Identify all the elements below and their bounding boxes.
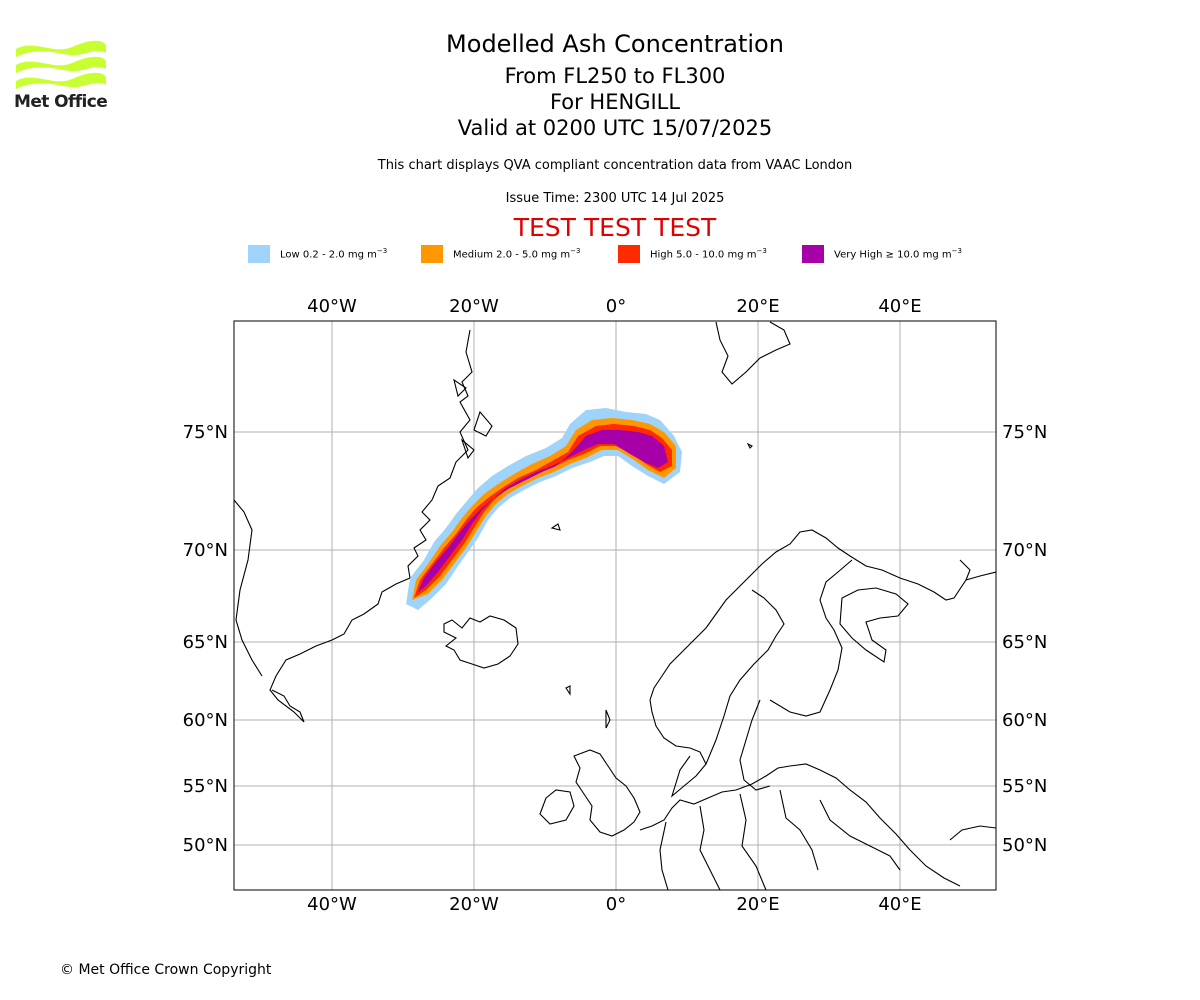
scandinavia-coast — [649, 529, 996, 701]
chart-title: Modelled Ash Concentration — [446, 30, 784, 58]
lat-tick-label: 50°N — [183, 835, 228, 856]
europe-coast — [639, 763, 961, 887]
logo-text: Met Office — [14, 92, 108, 112]
legend-item-low: Low 0.2 - 2.0 mg m−3 — [248, 244, 387, 264]
legend-swatch-low — [248, 245, 270, 263]
ash-plume — [406, 408, 682, 610]
greenland-coast — [269, 329, 473, 723]
britain-coast — [573, 749, 641, 837]
legend-label-low: Low 0.2 - 2.0 mg m−3 — [280, 247, 388, 261]
test-banner: TEST TEST TEST — [513, 213, 717, 242]
coastlines — [234, 321, 996, 890]
svalbard-coast — [715, 321, 791, 385]
ireland-coast — [539, 789, 575, 825]
issue-time: Issue Time: 2300 UTC 14 Jul 2025 — [505, 191, 725, 206]
valid-time: Valid at 0200 UTC 15/07/2025 — [457, 116, 773, 140]
legend-swatch-very-high — [802, 245, 824, 263]
copyright-notice: © Met Office Crown Copyright — [60, 962, 272, 978]
legend-item-medium: Medium 2.0 - 5.0 mg m−3 — [421, 244, 580, 264]
lon-tick-label: 0° — [606, 894, 626, 915]
lat-ticks-right: 75°N 70°N 65°N 60°N 55°N 50°N — [1002, 422, 1047, 856]
lat-tick-label: 55°N — [183, 776, 228, 797]
lon-tick-label: 20°W — [449, 894, 499, 915]
iceland-coast — [443, 615, 519, 669]
greenland-coast-west — [234, 499, 263, 677]
kola-peninsula — [839, 587, 909, 663]
lon-tick-label: 40°E — [878, 296, 921, 317]
lon-tick-label: 40°E — [878, 894, 921, 915]
lon-ticks-top: 40°W 20°W 0° 20°E 40°E — [307, 296, 921, 317]
legend-label-very-high: Very High ≥ 10.0 mg m−3 — [834, 247, 962, 261]
lat-ticks-left: 75°N 70°N 65°N 60°N 55°N 50°N — [183, 422, 228, 856]
lon-tick-label: 40°W — [307, 894, 357, 915]
legend-label-medium: Medium 2.0 - 5.0 mg m−3 — [453, 247, 581, 261]
lon-tick-label: 20°E — [736, 296, 779, 317]
lon-tick-label: 40°W — [307, 296, 357, 317]
volcano-name: For HENGILL — [549, 90, 681, 114]
qva-disclaimer: This chart displays QVA compliant concen… — [377, 158, 853, 173]
lat-tick-label: 70°N — [1002, 540, 1047, 561]
sweden-finland — [705, 559, 853, 765]
lat-tick-label: 70°N — [183, 540, 228, 561]
legend-swatch-high — [618, 245, 640, 263]
lon-ticks-bottom: 40°W 20°W 0° 20°E 40°E — [307, 894, 921, 915]
lat-tick-label: 50°N — [1002, 835, 1047, 856]
lat-tick-label: 60°N — [1002, 710, 1047, 731]
met-office-logo-icon — [16, 40, 106, 89]
lat-tick-label: 60°N — [183, 710, 228, 731]
lat-tick-label: 75°N — [1002, 422, 1047, 443]
map-gridlines — [234, 321, 996, 890]
lat-tick-label: 65°N — [183, 632, 228, 653]
lon-tick-label: 0° — [606, 296, 626, 317]
legend-swatch-medium — [421, 245, 443, 263]
ash-very-high — [418, 430, 668, 592]
lat-tick-label: 65°N — [1002, 632, 1047, 653]
norway-coast-south — [649, 699, 707, 798]
lat-tick-label: 75°N — [183, 422, 228, 443]
legend-item-high: High 5.0 - 10.0 mg m−3 — [618, 244, 767, 264]
concentration-legend: Low 0.2 - 2.0 mg m−3 Medium 2.0 - 5.0 mg… — [248, 244, 1008, 264]
lon-tick-label: 20°E — [736, 894, 779, 915]
legend-item-very-high: Very High ≥ 10.0 mg m−3 — [802, 244, 962, 264]
flight-level-range: From FL250 to FL300 — [504, 64, 726, 88]
legend-label-high: High 5.0 - 10.0 mg m−3 — [650, 247, 767, 261]
europe-borders — [659, 789, 901, 890]
lon-tick-label: 20°W — [449, 296, 499, 317]
lat-tick-label: 55°N — [1002, 776, 1047, 797]
map-frame — [233, 320, 997, 891]
